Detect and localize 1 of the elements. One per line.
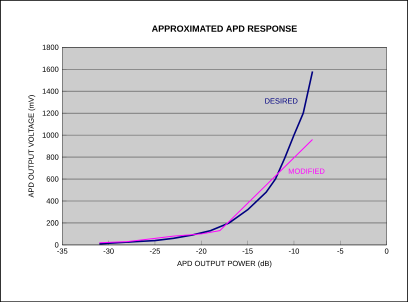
chart-title: APPROXIMATED APD RESPONSE xyxy=(152,25,297,32)
